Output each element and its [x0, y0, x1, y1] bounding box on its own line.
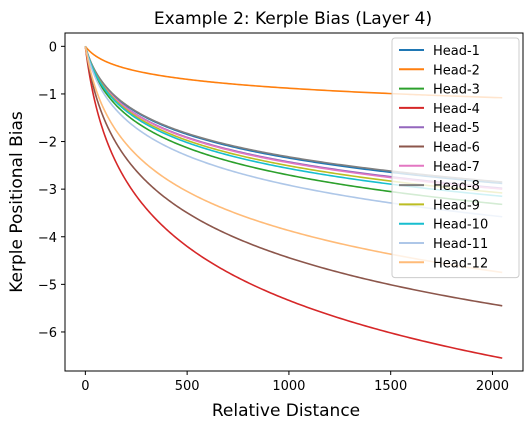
x-tick-label: 1000	[272, 379, 305, 394]
x-tick-label: 2000	[476, 379, 509, 394]
legend-label: Head-6	[433, 141, 480, 156]
y-tick-label: −6	[38, 326, 57, 341]
plot-area	[84, 45, 503, 359]
x-tick-label: 0	[81, 379, 89, 394]
legend-label: Head-4	[433, 102, 480, 117]
legend-label: Head-3	[433, 83, 480, 98]
legend-label: Head-1	[433, 44, 480, 59]
series-line-head-2	[84, 45, 503, 99]
legend-label: Head-9	[433, 198, 480, 213]
y-tick-label: −1	[38, 88, 57, 103]
x-tick-label: 500	[175, 379, 200, 394]
x-tick-label: 1500	[374, 379, 407, 394]
series-line-head-4	[84, 46, 503, 359]
legend-label: Head-11	[433, 237, 488, 252]
y-axis-label: Kerple Positional Bias	[7, 111, 27, 293]
y-tick-label: −5	[38, 278, 57, 293]
series-line-head-10	[84, 46, 503, 198]
legend-label: Head-7	[433, 160, 480, 175]
legend: Head-1 Head-2 Head-3 Head-4 Head-5 Head-6 Head…	[391, 37, 520, 279]
series-line-head-11	[84, 46, 503, 218]
x-axis: 0 500 1000 1500 2000	[81, 371, 509, 394]
y-axis: 0 −1 −2 −3 −4 −5 −6	[38, 40, 65, 341]
chart-title: Example 2: Kerple Bias (Layer 4)	[154, 9, 432, 29]
legend-box	[391, 37, 520, 279]
series-line-head-6	[84, 46, 503, 307]
legend-label: Head-5	[433, 121, 480, 136]
legend-label: Head-2	[433, 63, 480, 78]
legend-label: Head-8	[433, 179, 480, 194]
x-axis-label: Relative Distance	[212, 401, 360, 421]
series-line-head-12	[84, 46, 503, 274]
legend-label: Head-10	[433, 218, 488, 233]
legend-label: Head-12	[433, 256, 488, 271]
y-tick-label: 0	[49, 40, 57, 55]
y-tick-label: −4	[38, 231, 57, 246]
y-tick-label: −2	[38, 136, 57, 151]
plot-frame	[64, 32, 524, 372]
y-tick-label: −3	[38, 183, 57, 198]
